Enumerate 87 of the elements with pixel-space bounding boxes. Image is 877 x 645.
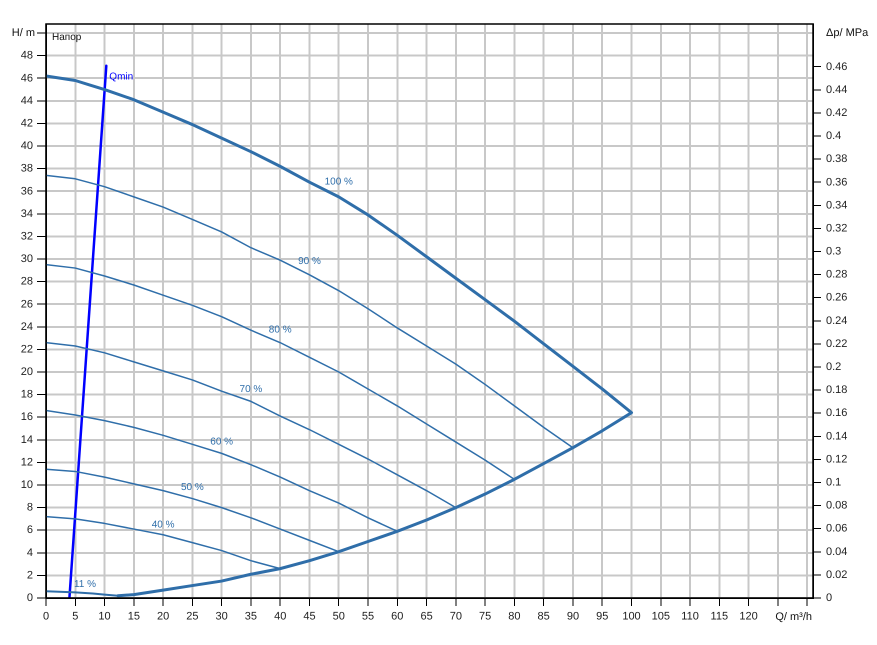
x-tick-label: 15 (128, 610, 140, 623)
y2-tick-label: 0.26 (826, 292, 848, 304)
y2-tick-label: 0.12 (826, 453, 848, 466)
x-tick-label: 55 (362, 610, 374, 623)
x-tick-label: 50 (332, 610, 345, 623)
y-tick-label: 38 (20, 162, 33, 175)
x-tick-label: 40 (274, 610, 286, 623)
y-tick-label: 20 (20, 366, 33, 378)
y-tick-label: 42 (20, 117, 33, 130)
y-tick-label: 46 (20, 72, 33, 84)
y2-tick-label: 0 (826, 592, 832, 604)
x-tick-label: 0 (42, 610, 50, 623)
y-tick-label: 32 (20, 230, 33, 242)
x-tick-label: 110 (681, 610, 699, 623)
x-tick-label: 115 (710, 610, 728, 623)
y2-tick-label: 0.36 (826, 176, 848, 188)
series-label: 70 % (240, 384, 262, 396)
x-tick-label: 20 (156, 610, 170, 623)
y2-tick-label: 0.34 (826, 199, 848, 212)
x-tick-label: 120 (739, 610, 758, 623)
y-tick-label: 48 (20, 50, 33, 62)
x-tick-label: 70 (450, 610, 462, 623)
y-tick-label: 18 (20, 388, 33, 401)
y2-tick-label: 0.42 (826, 106, 848, 119)
y-tick-label: 14 (20, 434, 33, 446)
series-label: Qmin (109, 72, 134, 83)
y-tick-label: 10 (20, 479, 33, 492)
y-tick-label: 12 (20, 456, 33, 468)
series-label: 50 % (180, 482, 204, 494)
series-label: 40 % (152, 519, 175, 530)
y2-tick-label: 0.02 (826, 568, 848, 581)
y-tick-label: 4 (26, 546, 33, 559)
y-tick-label: 8 (26, 502, 33, 514)
y-tick-label: 26 (20, 298, 33, 310)
x-tick-label: 5 (72, 610, 78, 623)
y2-tick-label: 0.38 (826, 153, 848, 166)
annotation: Напор (52, 32, 82, 43)
series-label: 90 % (298, 256, 321, 267)
x-tick-label: 75 (478, 610, 492, 623)
y-tick-label: 16 (20, 411, 33, 424)
y2-tick-label: 0.14 (826, 430, 848, 442)
series-label: 11 % (74, 579, 96, 590)
x-tick-label: 65 (420, 610, 433, 623)
y2-tick-label: 0.32 (826, 222, 848, 234)
y-axis-title: H/ m (12, 27, 35, 40)
y-tick-label: 36 (20, 185, 33, 198)
x-tick-label: 30 (216, 610, 228, 623)
y2-tick-label: 0.06 (826, 522, 848, 535)
x-axis-title: Q/ m³/h (775, 611, 812, 624)
y-tick-label: 40 (20, 140, 33, 152)
x-tick-label: 35 (244, 610, 258, 623)
x-tick-label: 95 (596, 610, 608, 623)
x-tick-label: 10 (98, 610, 111, 623)
y2-axis-title: Δp/ MPa (826, 27, 870, 40)
x-tick-label: 90 (566, 610, 580, 623)
x-tick-label: 85 (538, 610, 550, 623)
x-tick-label: 80 (508, 610, 521, 623)
y-tick-label: 44 (20, 94, 33, 107)
series-label: 80 % (268, 324, 292, 336)
y2-tick-label: 0.46 (826, 60, 848, 73)
y2-tick-label: 0.08 (826, 500, 848, 512)
y2-tick-label: 0.04 (826, 546, 848, 558)
x-tick-label: 60 (391, 610, 404, 623)
x-tick-label: 25 (186, 610, 198, 623)
x-tick-label: 100 (622, 610, 641, 623)
y2-tick-label: 0.2 (826, 361, 842, 374)
y-tick-label: 30 (20, 253, 33, 266)
y2-tick-label: 0.22 (826, 338, 848, 350)
y2-tick-label: 0.18 (826, 384, 848, 396)
x-tick-label: 45 (303, 610, 316, 623)
y-tick-label: 28 (20, 276, 33, 288)
y-tick-label: 24 (20, 320, 33, 333)
y-tick-label: 22 (20, 343, 33, 356)
series-label: 60 % (210, 436, 234, 448)
x-tick-label: 105 (652, 610, 670, 623)
y-tick-label: 2 (26, 569, 33, 582)
y2-tick-label: 0.16 (826, 407, 848, 420)
y-tick-label: 0 (26, 592, 33, 604)
y2-tick-label: 0.3 (826, 246, 842, 258)
y2-tick-label: 0.28 (826, 268, 848, 281)
y2-tick-label: 0.1 (826, 476, 842, 489)
y2-tick-label: 0.4 (826, 130, 842, 142)
y2-tick-label: 0.44 (826, 84, 848, 96)
y-tick-label: 34 (20, 208, 33, 220)
series-label: 100 % (324, 176, 354, 188)
y-tick-label: 6 (26, 524, 33, 536)
y2-tick-label: 0.24 (826, 314, 848, 327)
